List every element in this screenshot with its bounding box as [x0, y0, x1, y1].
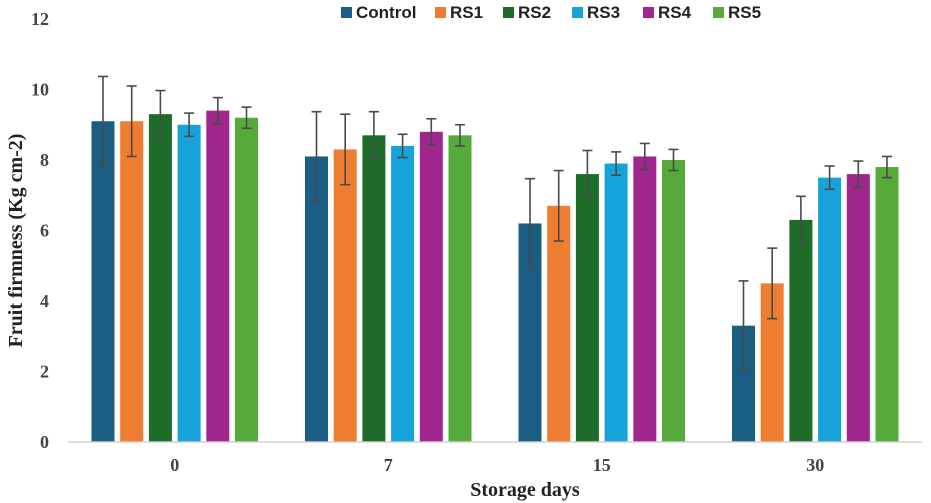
x-tick-label: 0 — [170, 455, 179, 475]
legend-item-rs4: RS4 — [643, 3, 692, 22]
error-bar-rs2-0 — [155, 89, 166, 139]
y-tick-label: 2 — [40, 362, 49, 382]
bar-rs5-7 — [448, 135, 472, 442]
bar-rs3-0 — [177, 124, 201, 442]
error-bar-rs5-15 — [668, 148, 679, 172]
bar-rs2-30 — [789, 219, 813, 442]
error-bar-rs3-0 — [184, 112, 195, 138]
error-bar-rs4-0 — [212, 96, 223, 125]
legend-item-rs3: RS3 — [572, 3, 620, 22]
error-bar-rs1-0 — [126, 85, 137, 158]
error-bar-rs3-15 — [611, 151, 622, 176]
legend-swatch — [503, 7, 514, 18]
legend-label: RS2 — [518, 3, 551, 22]
bar-rs1-7 — [333, 149, 357, 443]
bar-rs2-0 — [148, 114, 172, 443]
error-bar-rs1-30 — [767, 247, 778, 320]
y-axis-title: Fruit firmness (Kg cm-2) — [5, 134, 27, 348]
y-tick-label: 8 — [40, 150, 49, 170]
bars — [91, 110, 899, 443]
bar-rs4-0 — [206, 110, 230, 443]
legend-label: RS5 — [728, 3, 761, 22]
bar-rs5-0 — [235, 117, 258, 442]
bar-rs3-30 — [818, 177, 842, 442]
error-bar-rs3-30 — [824, 165, 835, 191]
y-tick-label: 10 — [31, 80, 49, 100]
bar-rs2-15 — [575, 174, 599, 442]
legend-item-control: Control — [341, 3, 416, 22]
x-axis-title: Storage days — [470, 479, 580, 501]
x-tick-label: 7 — [384, 455, 393, 475]
error-bar-control-30 — [738, 280, 749, 372]
error-bar-rs4-7 — [426, 117, 437, 146]
x-tick-label: 15 — [593, 455, 611, 475]
legend-item-rs5: RS5 — [713, 3, 761, 22]
bar-rs1-0 — [120, 121, 144, 442]
x-axis-ticks: 0 7 15 30 — [170, 455, 824, 475]
error-bar-rs2-30 — [795, 195, 806, 245]
legend-label: RS4 — [658, 3, 692, 22]
legend-swatch — [713, 7, 724, 18]
error-bar-rs3-7 — [397, 133, 408, 159]
bar-control-30 — [732, 325, 755, 442]
legend-label: RS3 — [587, 3, 620, 22]
error-bar-rs2-7 — [368, 110, 379, 160]
error-bar-control-7 — [311, 110, 322, 203]
bar-control-0 — [91, 121, 115, 442]
error-bar-control-15 — [525, 177, 535, 270]
bar-control-15 — [518, 223, 542, 442]
bar-rs5-30 — [875, 167, 899, 443]
bar-rs2-7 — [362, 135, 386, 442]
error-bar-rs5-30 — [882, 155, 892, 179]
y-tick-label: 6 — [40, 221, 49, 241]
bar-rs3-7 — [391, 145, 415, 442]
bar-rs4-7 — [419, 131, 443, 443]
legend-item-rs2: RS2 — [503, 3, 551, 22]
y-tick-label: 0 — [40, 432, 49, 452]
x-tick-label: 30 — [806, 455, 824, 475]
error-bar-rs1-7 — [340, 113, 351, 186]
y-axis-ticks: 0 2 4 6 8 10 12 — [31, 9, 49, 452]
legend-swatch — [341, 7, 352, 18]
legend-swatch — [572, 7, 583, 18]
legend-swatch — [643, 7, 654, 18]
bar-rs1-15 — [547, 205, 571, 442]
error-bar-rs4-30 — [853, 160, 864, 188]
legend-swatch — [435, 7, 446, 18]
bar-rs4-30 — [846, 174, 870, 442]
legend: Control RS1 RS2 RS3 RS4 RS5 — [341, 3, 761, 22]
error-bar-control-0 — [98, 75, 108, 167]
error-bar-rs4-15 — [639, 142, 650, 171]
y-tick-label: 12 — [31, 9, 49, 29]
error-bar-rs5-7 — [455, 123, 465, 147]
error-bar-rs2-15 — [582, 149, 593, 199]
error-bar-rs5-0 — [241, 106, 252, 130]
legend-label: RS1 — [450, 3, 483, 22]
bar-rs1-30 — [760, 283, 784, 442]
error-bars — [98, 75, 892, 372]
error-bar-rs1-15 — [553, 169, 564, 242]
bar-control-7 — [305, 156, 328, 442]
legend-item-rs1: RS1 — [435, 3, 483, 22]
legend-label: Control — [356, 3, 416, 22]
bar-rs5-15 — [662, 160, 685, 442]
bar-rs4-15 — [633, 156, 657, 442]
y-tick-label: 4 — [40, 291, 49, 311]
bar-rs3-15 — [604, 163, 628, 442]
